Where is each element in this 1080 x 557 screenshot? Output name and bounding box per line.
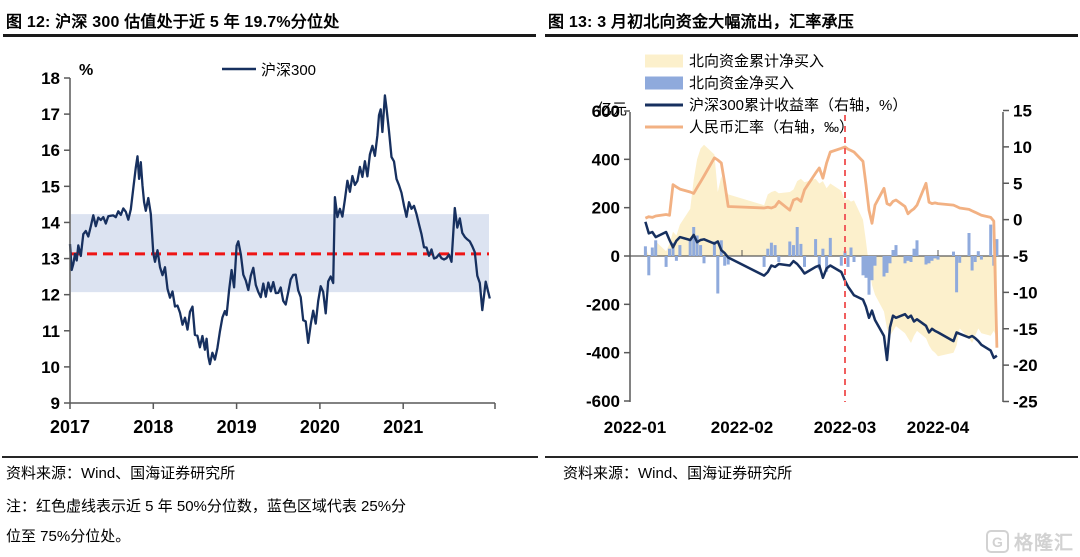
figure12-title-rule: [3, 34, 536, 37]
right-y-tick-label: 15: [1013, 102, 1032, 121]
left-y-tick-label: 400: [592, 150, 620, 169]
cumulative-netbuy-area: [645, 144, 997, 357]
figure13-title: 图 13: 3 月初北向资金大幅流出，汇率承压: [548, 14, 854, 31]
gelonghui-logo-icon: G: [985, 530, 1009, 553]
figure12-note-line1: 注：红色虚线表示近 5 年 50%分位数，蓝色区域代表 25%分: [6, 498, 407, 515]
legend-label: 人民币汇率（右轴，‰）: [689, 119, 854, 136]
left-y-tick-label: 0: [611, 247, 620, 266]
figure13-title-rule: [545, 34, 1078, 37]
legend-area-swatch: [645, 54, 683, 68]
axes: [624, 109, 1009, 403]
figure12-title: 图 12: 沪深 300 估值处于近 5 年 19.7%分位处: [6, 14, 340, 31]
legend-bar-swatch: [645, 76, 683, 90]
y-tick-label: 15: [41, 177, 60, 196]
legend-label: 沪深300累计收益率（右轴，%）: [689, 97, 907, 114]
y-tick-label: 16: [41, 141, 60, 160]
y-tick-label: 14: [41, 213, 60, 232]
figure13-source: 资料来源：Wind、国海证券研究所: [563, 465, 793, 482]
gelonghui-watermark: G 格隆汇: [985, 528, 1074, 555]
x-tick-label: 2019: [217, 417, 257, 437]
y-tick-label: 13: [41, 250, 60, 269]
y-tick-label: 17: [41, 105, 60, 124]
gelonghui-logo-text: 格隆汇: [1013, 533, 1074, 554]
axes: [64, 77, 496, 409]
x-tick-label: 2022-04: [907, 418, 970, 437]
legend-label: 北向资金累计净买入: [689, 53, 824, 70]
northbound-flow-chart: 600 400 200 0 -200 -400 -600 15 10 5 0 -5 -10 -15 -20 -…: [586, 53, 1038, 437]
y-tick-label: 18: [41, 69, 60, 88]
x-tick-label: 2022-02: [711, 418, 773, 437]
cny-exchange-rate-line: [644, 145, 999, 348]
right-y-tick-label: -15: [1013, 320, 1038, 339]
x-tick-label: 2022-03: [814, 418, 876, 437]
x-tick-label: 2022-01: [604, 418, 666, 437]
legend-label-csi300: 沪深300: [261, 62, 316, 79]
y-tick-label: 11: [42, 322, 60, 341]
csi300-return-line: [644, 221, 998, 362]
figure12-source-rule: [2, 456, 538, 458]
y-tick-label: 10: [41, 358, 60, 377]
right-y-tick-label: -20: [1013, 356, 1038, 375]
left-y-tick-label: -400: [586, 344, 620, 363]
legend-label: 北向资金净买入: [689, 75, 794, 92]
left-y-tick-label: 200: [592, 199, 620, 218]
figure13-source-rule: [545, 456, 1078, 458]
right-y-tick-label: 10: [1013, 138, 1032, 157]
figure12-source: 资料来源：Wind、国海证券研究所: [6, 465, 236, 482]
y-tick-label: 12: [41, 286, 60, 305]
x-tick-label: 2021: [383, 417, 423, 437]
left-axis-unit-label: 亿元: [597, 101, 627, 118]
y-axis-unit-label: %: [79, 62, 93, 79]
csi300-pe-line: [68, 94, 491, 366]
right-y-tick-label: 0: [1013, 211, 1022, 230]
csi300-valuation-chart: 9 10 11 12 13 14 15 16 17 18 2017 2018 2019 2020 2021%…: [41, 62, 496, 437]
y-tick-label: 9: [51, 394, 60, 413]
x-tick-label: 2017: [50, 417, 90, 437]
right-y-tick-label: 5: [1013, 174, 1022, 193]
left-y-tick-label: 600: [592, 102, 620, 121]
x-tick-label: 2020: [300, 417, 340, 437]
x-tick-label: 2018: [133, 417, 173, 437]
right-y-tick-label: -25: [1013, 393, 1038, 412]
right-y-tick-label: -5: [1013, 247, 1028, 266]
right-y-tick-label: -10: [1013, 283, 1038, 302]
left-y-tick-label: -200: [586, 295, 620, 314]
figure12-note-line2: 位至 75%分位处。: [6, 528, 131, 545]
left-y-tick-label: -600: [586, 392, 620, 411]
